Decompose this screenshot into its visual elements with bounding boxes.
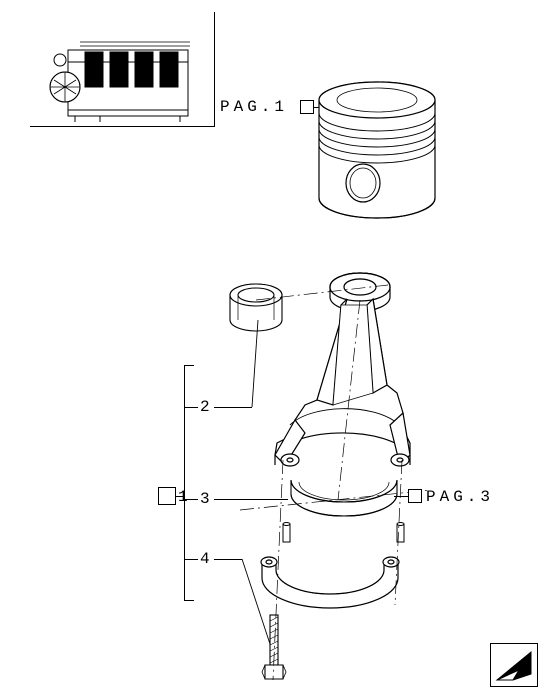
page-curl-icon bbox=[491, 644, 539, 688]
ref4-leader-h bbox=[214, 559, 242, 560]
ref3-label: 3 bbox=[200, 490, 210, 508]
tick-3 bbox=[184, 499, 198, 500]
assembly-bracket bbox=[184, 365, 185, 600]
ref2-leader-diag bbox=[248, 320, 288, 412]
ref4-label: 4 bbox=[200, 550, 210, 568]
tick-4 bbox=[184, 559, 198, 560]
pag3-label: PAG.3 bbox=[426, 488, 494, 506]
pag3-leader bbox=[394, 496, 408, 497]
bracket-bot bbox=[184, 600, 194, 601]
ref4-leader-diag bbox=[240, 559, 280, 649]
bracket-top bbox=[184, 365, 194, 366]
ref1-label: 1 bbox=[178, 488, 188, 506]
tick-2 bbox=[184, 407, 198, 408]
pag3-box bbox=[408, 489, 422, 503]
ref1-tick bbox=[176, 496, 184, 497]
ref2-label: 2 bbox=[200, 398, 210, 416]
ref3-leader bbox=[214, 499, 288, 500]
ref2-leader bbox=[214, 407, 252, 408]
page-note-icon bbox=[490, 643, 538, 687]
ref1-box bbox=[158, 487, 176, 505]
